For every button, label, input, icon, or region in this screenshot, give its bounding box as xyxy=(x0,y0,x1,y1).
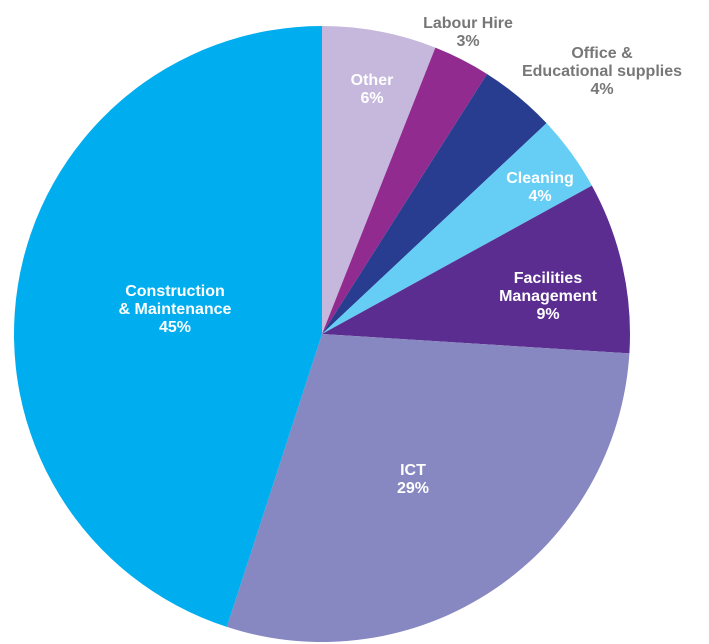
pie-slice xyxy=(226,334,630,642)
value-label: 45% xyxy=(159,319,191,336)
slice-label: Labour Hire xyxy=(423,15,513,32)
value-label: 6% xyxy=(360,90,383,107)
pie-slice xyxy=(322,123,592,335)
value-label: 29% xyxy=(397,480,429,497)
pie-slice xyxy=(322,47,488,334)
value-label: 3% xyxy=(456,33,479,50)
slice-label: Cleaning xyxy=(506,170,574,187)
slice-label: Construction xyxy=(125,283,225,300)
slice-label: Educational supplies xyxy=(522,63,682,80)
pie-slice xyxy=(322,185,630,354)
pie-slice xyxy=(322,26,436,334)
slice-label: & Maintenance xyxy=(119,301,232,318)
slice-label: Other xyxy=(351,72,394,89)
value-label: 9% xyxy=(536,306,559,323)
slice-label: Office & xyxy=(571,45,633,62)
pie-slice xyxy=(322,73,547,335)
slice-label: Facilities xyxy=(514,270,583,287)
pie-slice xyxy=(13,26,322,627)
slice-label: Management xyxy=(499,288,597,305)
value-label: 4% xyxy=(528,188,551,205)
slice-label: ICT xyxy=(400,462,426,479)
value-label: 4% xyxy=(590,81,613,98)
